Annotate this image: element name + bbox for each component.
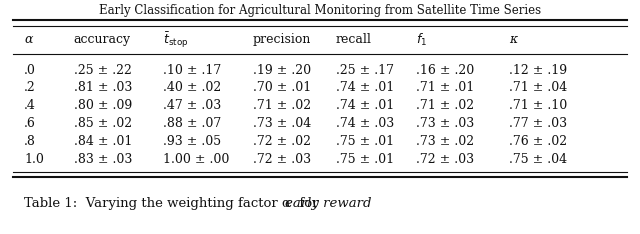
Text: .72 ± .03: .72 ± .03 [416,153,474,166]
Text: .74 ± .01: .74 ± .01 [336,81,394,94]
Text: .93 ± .05: .93 ± .05 [163,135,221,148]
Text: .10 ± .17: .10 ± .17 [163,64,221,77]
Text: .47 ± .03: .47 ± .03 [163,99,221,112]
Text: early reward: early reward [285,197,371,210]
Text: 1.0: 1.0 [24,153,44,166]
Text: .73 ± .03: .73 ± .03 [416,117,474,130]
Text: .88 ± .07: .88 ± .07 [163,117,221,130]
Text: .74 ± .01: .74 ± .01 [336,99,394,112]
Text: precision: precision [253,33,311,46]
Text: .19 ± .20: .19 ± .20 [253,64,311,77]
Text: accuracy: accuracy [74,33,131,46]
Text: .71 ± .02: .71 ± .02 [416,99,474,112]
Text: .25 ± .17: .25 ± .17 [336,64,394,77]
Text: .25 ± .22: .25 ± .22 [74,64,131,77]
Text: Table 1:  Varying the weighting factor α  for: Table 1: Varying the weighting factor α … [24,197,323,210]
Text: .75 ± .04: .75 ± .04 [509,153,567,166]
Text: recall: recall [336,33,372,46]
Text: .72 ± .02: .72 ± .02 [253,135,311,148]
Text: .77 ± .03: .77 ± .03 [509,117,567,130]
Text: α: α [24,33,33,46]
Text: .71 ± .10: .71 ± .10 [509,99,567,112]
Text: .16 ± .20: .16 ± .20 [416,64,474,77]
Text: .2: .2 [24,81,36,94]
Text: .83 ± .03: .83 ± .03 [74,153,132,166]
Text: .8: .8 [24,135,36,148]
Text: κ: κ [509,33,517,46]
Text: .84 ± .01: .84 ± .01 [74,135,132,148]
Text: $\bar{t}_{\rm stop}$: $\bar{t}_{\rm stop}$ [163,30,189,50]
Text: .81 ± .03: .81 ± .03 [74,81,132,94]
Text: .80 ± .09: .80 ± .09 [74,99,132,112]
Text: .74 ± .03: .74 ± .03 [336,117,394,130]
Text: .85 ± .02: .85 ± .02 [74,117,132,130]
Text: .75 ± .01: .75 ± .01 [336,135,394,148]
Text: .71 ± .04: .71 ± .04 [509,81,567,94]
Text: .12 ± .19: .12 ± .19 [509,64,567,77]
Text: .75 ± .01: .75 ± .01 [336,153,394,166]
Text: .6: .6 [24,117,36,130]
Text: .73 ± .04: .73 ± .04 [253,117,311,130]
Text: .0: .0 [24,64,36,77]
Text: Early Classification for Agricultural Monitoring from Satellite Time Series: Early Classification for Agricultural Mo… [99,4,541,17]
Text: .40 ± .02: .40 ± .02 [163,81,221,94]
Text: .70 ± .01: .70 ± .01 [253,81,311,94]
Text: .76 ± .02: .76 ± .02 [509,135,567,148]
Text: .72 ± .03: .72 ± .03 [253,153,311,166]
Text: .71 ± .02: .71 ± .02 [253,99,311,112]
Text: 1.00 ± .00: 1.00 ± .00 [163,153,230,166]
Text: $f_1$: $f_1$ [416,32,427,48]
Text: .4: .4 [24,99,36,112]
Text: .73 ± .02: .73 ± .02 [416,135,474,148]
Text: .71 ± .01: .71 ± .01 [416,81,474,94]
